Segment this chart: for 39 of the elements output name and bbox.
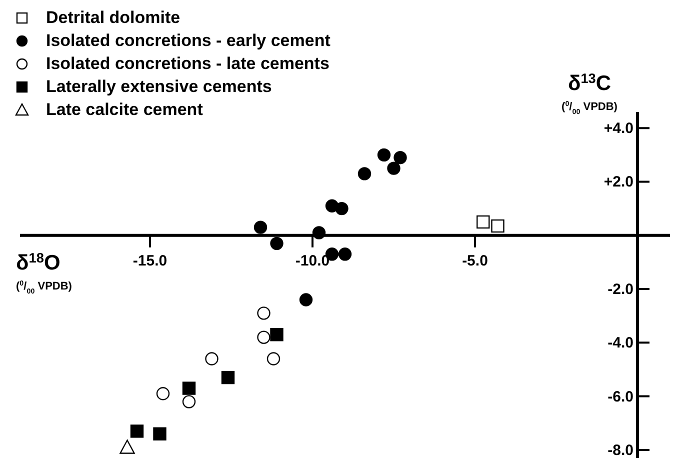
text: δ$^{13}$C ($^{0}$/$_{00}$ VPDB) (562, 70, 618, 116)
point (270, 236, 284, 250)
point (299, 293, 313, 306)
legend-label: Late calcite cement (46, 100, 203, 120)
point (205, 352, 218, 366)
y-tick-label: -6.0 (608, 388, 634, 406)
y-tick-label: -8.0 (608, 442, 634, 459)
point (254, 220, 268, 234)
point (476, 215, 490, 229)
point (335, 202, 348, 216)
point (257, 306, 270, 320)
x-tick-label: -15.0 (132, 252, 168, 270)
point (257, 330, 270, 344)
y-tick-label: +4.0 (604, 120, 634, 138)
point (394, 150, 407, 164)
y-tick-label: -2.0 (608, 281, 634, 298)
point (182, 395, 196, 408)
point (387, 162, 400, 175)
y-tick-label: +2.0 (604, 174, 634, 191)
legend-label: Isolated concretions - late cements (46, 54, 330, 74)
point (377, 148, 391, 162)
point (338, 248, 352, 261)
point (153, 427, 166, 440)
point (270, 328, 284, 342)
x-axis-title: δ$^{18}$O ($^{0}$/$_{00}$ VPDB) (16, 250, 72, 296)
point (130, 424, 144, 438)
point (266, 352, 280, 366)
legend-label: Detrital dolomite (46, 8, 180, 28)
y-tick-label: -4.0 (608, 334, 634, 352)
point (221, 370, 235, 384)
point (312, 226, 326, 240)
point (120, 440, 135, 454)
point (491, 219, 504, 233)
point (156, 387, 170, 400)
legend-label: Isolated concretions - early cement (46, 30, 330, 50)
x-tick-label: -5.0 (462, 252, 488, 270)
point (358, 167, 372, 180)
point (182, 382, 196, 395)
legend-label: Laterally extensive cements (46, 76, 272, 96)
